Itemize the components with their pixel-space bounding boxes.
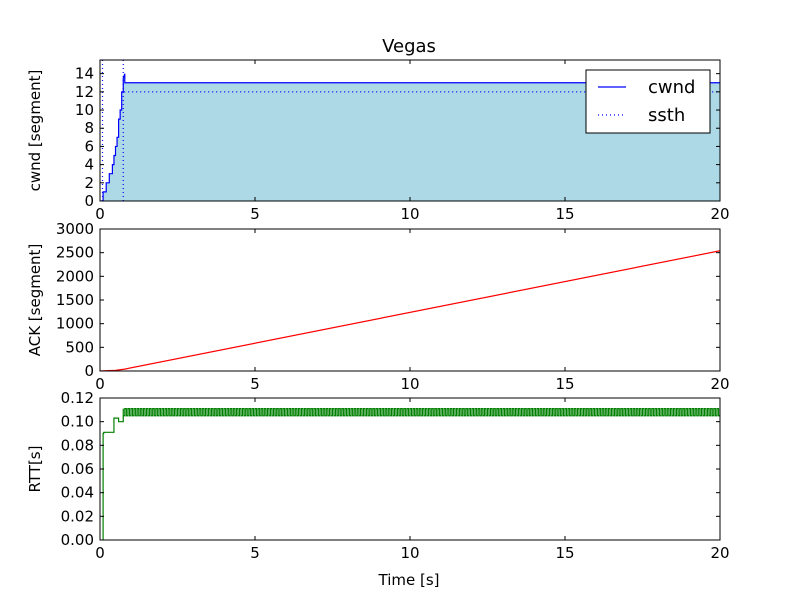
x-tick-label: 0 — [95, 375, 105, 393]
x-tick-label: 10 — [400, 544, 419, 562]
legend-box — [585, 69, 711, 134]
x-tick-label: 5 — [250, 375, 260, 393]
cwnd-area-fill — [100, 73, 720, 201]
y-tick-label: 0.06 — [61, 460, 94, 478]
x-tick-label: 15 — [555, 375, 574, 393]
cwnd-line — [100, 73, 720, 201]
y-tick-label: 2500 — [56, 244, 94, 262]
x-tick-label: 0 — [95, 205, 105, 223]
x-tick-label: 10 — [400, 375, 419, 393]
ack-frame — [99, 228, 721, 372]
y-tick-label: 3000 — [56, 220, 94, 238]
x-tick-label: 20 — [710, 375, 729, 393]
y-tick-label: 0.02 — [61, 507, 94, 525]
rtt-y-axis-label: RTT[s] — [26, 446, 44, 493]
y-tick-label: 8 — [84, 119, 94, 137]
y-tick-label: 0.00 — [61, 531, 94, 549]
y-tick-label: 500 — [65, 338, 94, 356]
x-tick-label: 15 — [555, 205, 574, 223]
y-tick-label: 14 — [75, 65, 94, 83]
y-tick-label: 2 — [84, 174, 94, 192]
x-tick-label: 0 — [95, 544, 105, 562]
ACK-line — [100, 250, 720, 371]
x-tick-label: 15 — [555, 544, 574, 562]
panel-ack: 0 5 10 15 20 0 500 1000 1500 2000 2500 3000 ACK [seg… — [26, 220, 730, 393]
y-tick-label: 2000 — [56, 267, 94, 285]
y-tick-label: 6 — [84, 137, 94, 155]
panel-rtt: 0 5 10 15 20 0.00 0.02 0.04 0.06 0.08 0.10 0.12 RTT[… — [26, 389, 730, 562]
x-tick-label: 20 — [710, 205, 729, 223]
y-tick-label: 0.10 — [61, 413, 94, 431]
cwnd-y-axis-label: cwnd [segment] — [26, 70, 44, 192]
y-tick-label: 0 — [84, 192, 94, 210]
y-tick-label: 10 — [75, 101, 94, 119]
y-tick-label: 1000 — [56, 315, 94, 333]
x-tick-label: 20 — [710, 544, 729, 562]
x-tick-label: 5 — [250, 205, 260, 223]
chart-title: Vegas — [382, 36, 436, 57]
RTT-line — [102, 408, 720, 540]
x-tick-label: 5 — [250, 544, 260, 562]
cwnd-legend-label: cwnd — [648, 77, 695, 98]
ssth-legend-label: ssth — [648, 105, 685, 126]
rtt-plot-area — [102, 408, 720, 540]
legend: cwnd ssth — [585, 69, 711, 134]
rtt-frame — [99, 397, 721, 541]
y-tick-label: 0.08 — [61, 436, 94, 454]
y-tick-label: 1500 — [56, 291, 94, 309]
x-tick-label: 10 — [400, 205, 419, 223]
y-tick-label: 0.12 — [61, 389, 94, 407]
ack-y-axis-label: ACK [segment] — [26, 244, 44, 357]
ack-plot-area — [100, 250, 720, 371]
y-tick-label: 0 — [84, 362, 94, 380]
y-tick-label: 12 — [75, 83, 94, 101]
x-axis-label: Time [s] — [378, 571, 440, 589]
y-tick-label: 0.04 — [61, 484, 94, 502]
y-tick-label: 4 — [84, 156, 94, 174]
